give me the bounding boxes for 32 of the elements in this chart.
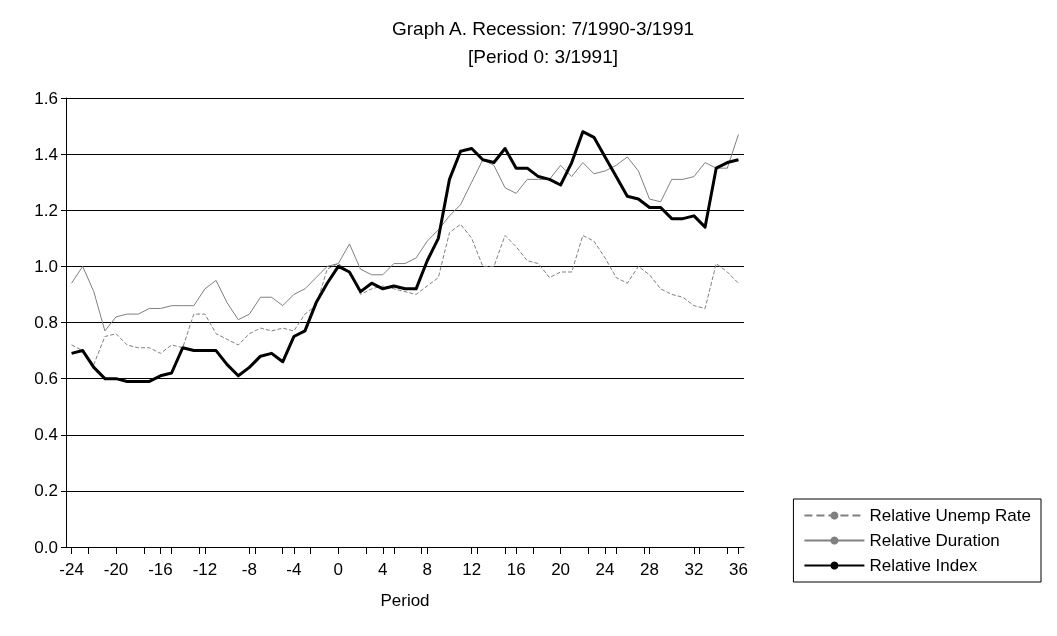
- y-tick-label: 0.6: [34, 369, 58, 389]
- x-axis-title: Period: [380, 591, 430, 610]
- legend-label: Relative Index: [869, 556, 978, 575]
- x-tick-label: 4: [378, 560, 388, 579]
- x-tick-label: -24: [59, 560, 84, 579]
- y-tick-label: 0.0: [34, 537, 58, 557]
- x-tick-label: 28: [640, 560, 659, 579]
- x-tick-label: -20: [103, 560, 129, 579]
- chart-subtitle: [Period 0: 3/1991]: [468, 46, 618, 67]
- legend-label: Relative Unemp Rate: [869, 506, 1031, 525]
- y-tick-label: 1.0: [34, 256, 58, 276]
- x-tick-label: 24: [595, 560, 615, 579]
- x-tick-label: 16: [506, 560, 526, 579]
- x-tick-label: -12: [192, 560, 218, 579]
- x-tick-label: 36: [728, 560, 748, 579]
- y-tick-label: 0.8: [34, 313, 58, 332]
- x-tick-label: 0: [333, 560, 344, 579]
- legend-label: Relative Duration: [869, 531, 1000, 550]
- y-tick-label: 1.2: [34, 200, 58, 220]
- x-tick-label: 12: [462, 560, 482, 579]
- y-tick-label: 1.6: [34, 88, 58, 108]
- x-tick-label: 8: [422, 560, 432, 579]
- x-tick-label: 20: [551, 560, 571, 579]
- y-tick-label: 0.2: [34, 481, 58, 501]
- x-tick-label: 32: [684, 560, 704, 579]
- y-tick-label: 0.4: [34, 425, 58, 445]
- chart-title: Graph A. Recession: 7/1990-3/1991: [391, 18, 695, 39]
- x-tick-label: -16: [148, 560, 173, 579]
- line-series: [70, 130, 740, 383]
- x-tick-label: -8: [241, 560, 257, 579]
- y-tick-label: 1.4: [34, 144, 58, 164]
- x-tick-label: -4: [286, 560, 302, 579]
